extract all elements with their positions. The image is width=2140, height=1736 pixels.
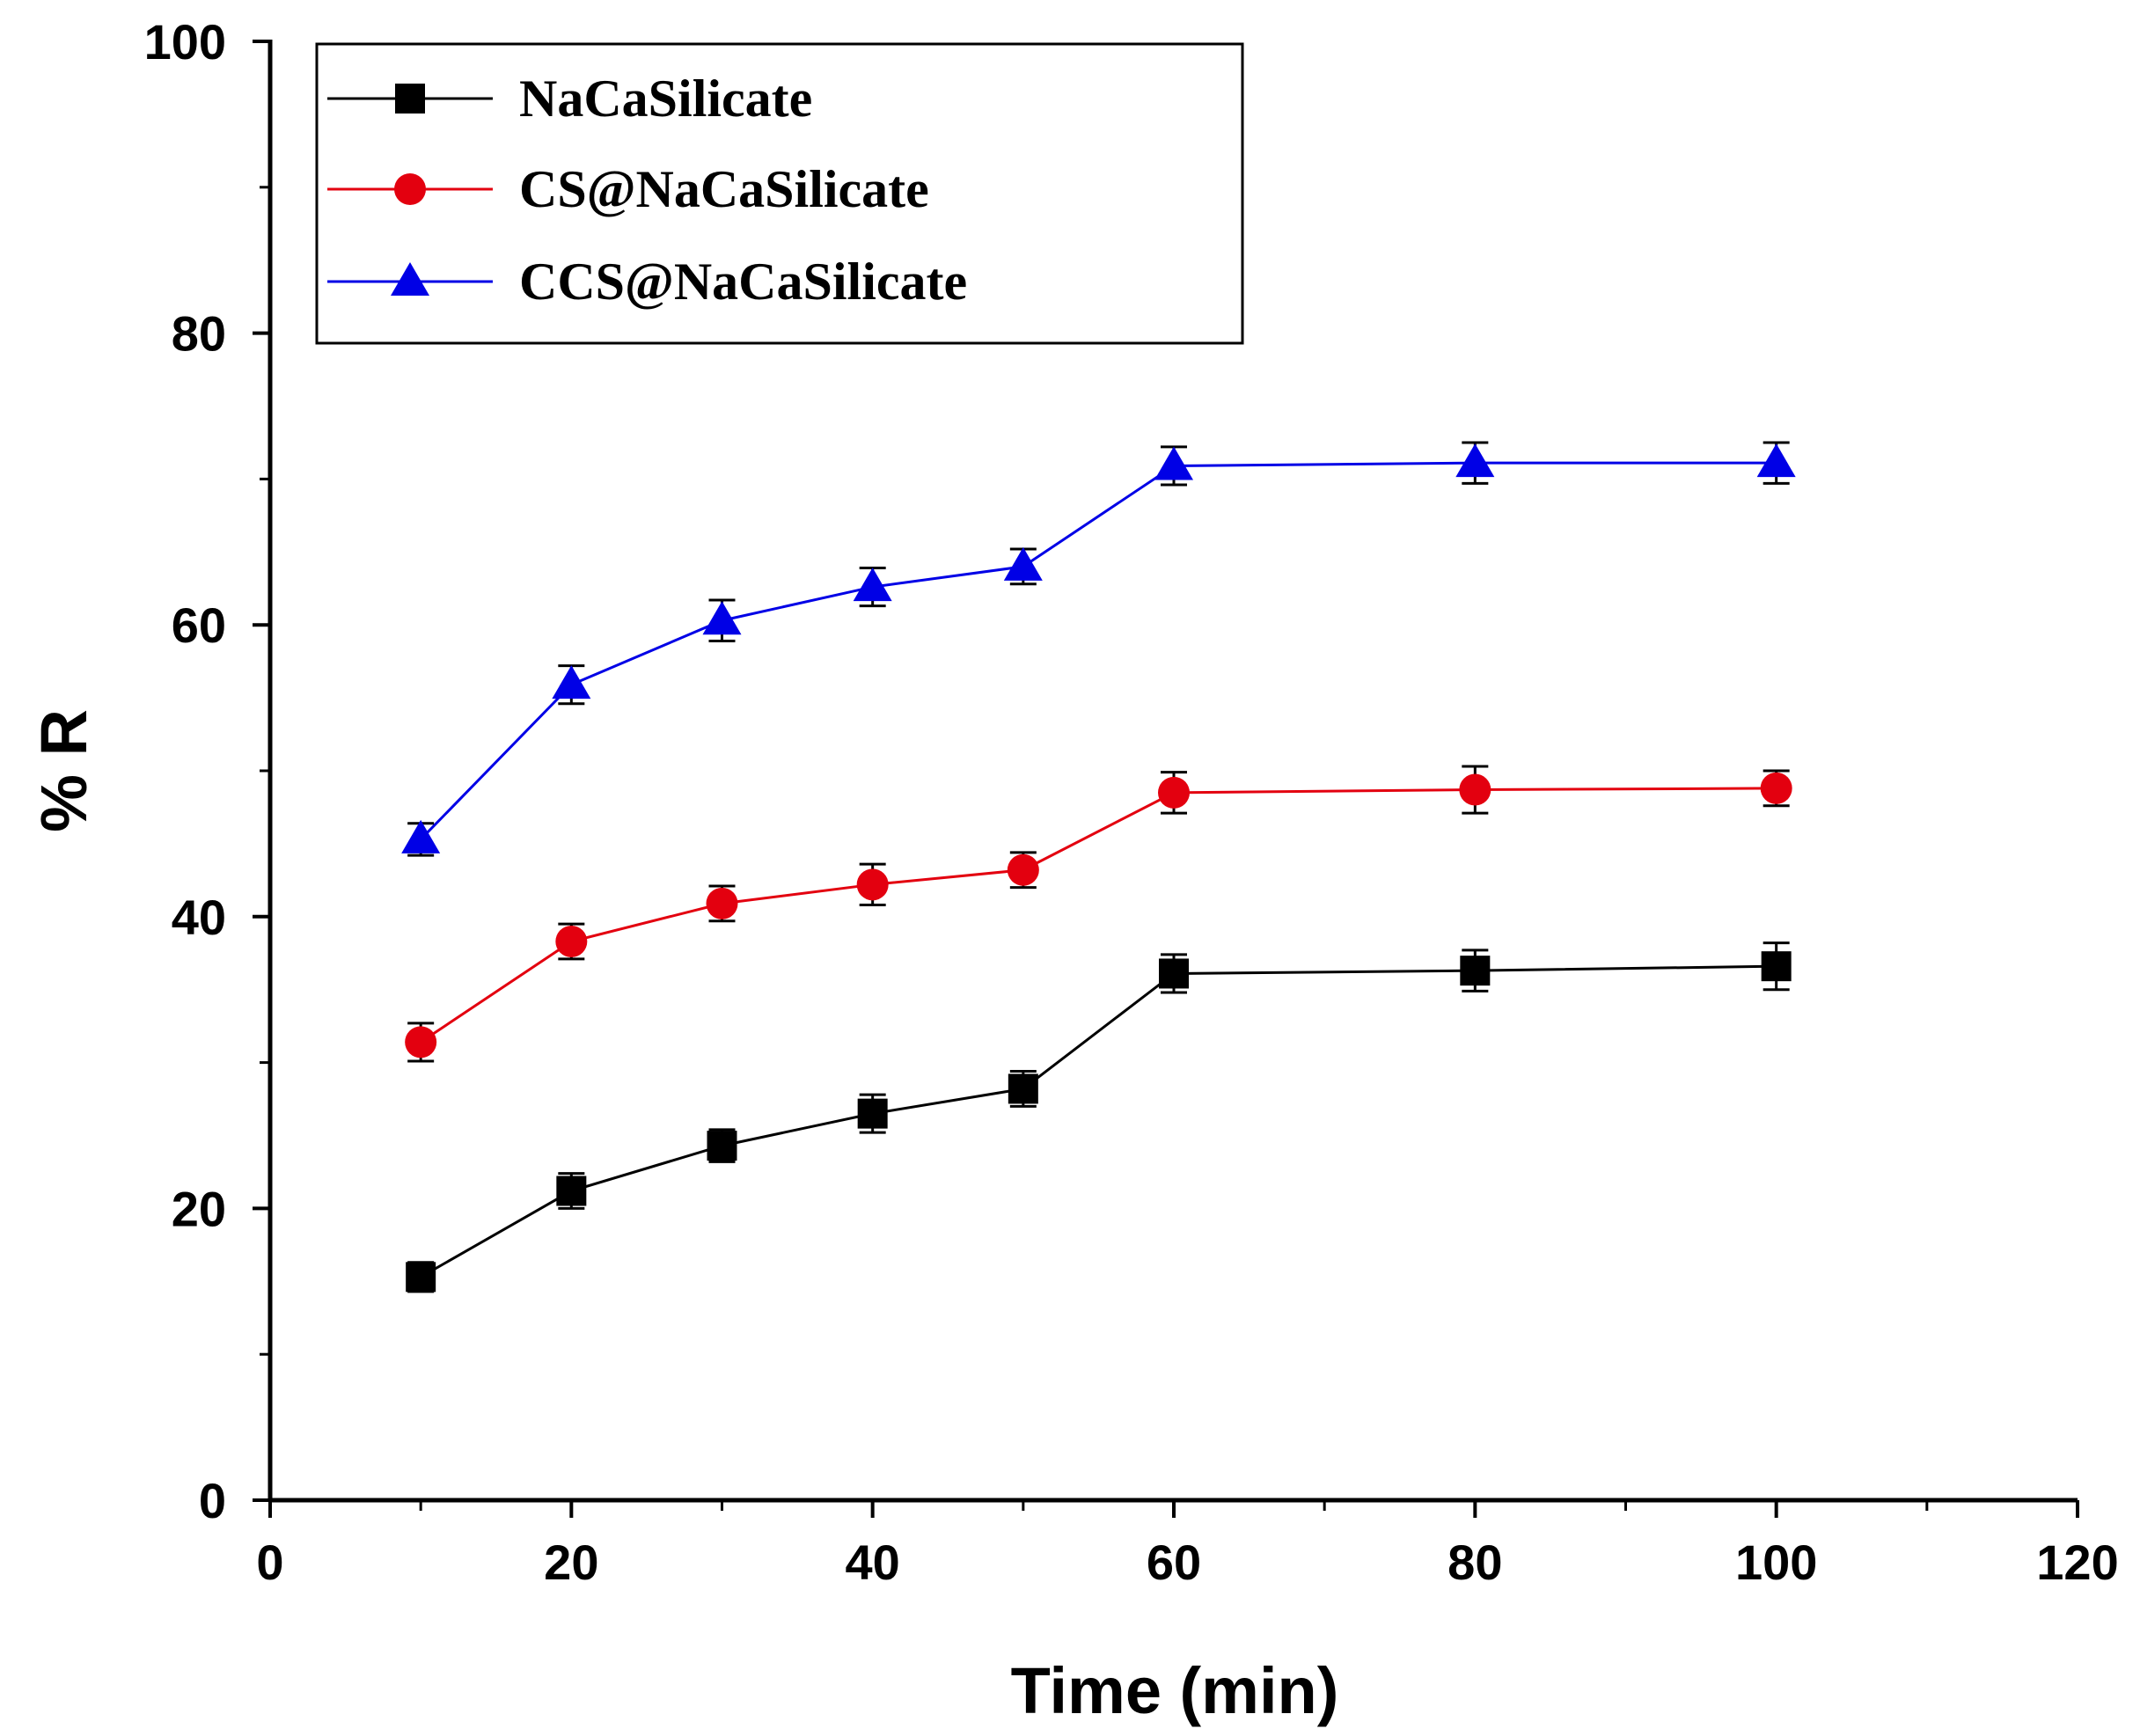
y-tick-label: 0	[199, 1473, 226, 1528]
data-point	[1455, 443, 1495, 478]
y-tick-label: 60	[172, 597, 226, 653]
legend-marker	[391, 262, 429, 296]
data-point	[1154, 446, 1193, 480]
x-axis-title: Time (min)	[1011, 1654, 1339, 1727]
data-point	[1003, 546, 1043, 581]
data-point	[1007, 853, 1039, 886]
x-tick-label: 100	[1735, 1535, 1817, 1590]
legend-marker	[394, 173, 426, 205]
data-point	[405, 1026, 437, 1058]
y-tick-label: 100	[144, 14, 226, 70]
data-point	[1760, 772, 1792, 804]
x-tick-label: 40	[846, 1535, 900, 1590]
data-point	[707, 1131, 737, 1161]
legend-label: CS@NaCaSilicate	[519, 160, 929, 218]
data-point	[1756, 443, 1796, 478]
series-circle	[405, 765, 1792, 1063]
data-point	[552, 665, 591, 700]
series-line	[420, 964, 1777, 1278]
data-point	[1008, 1073, 1038, 1104]
data-point	[1158, 776, 1190, 809]
x-tick-label: 0	[256, 1535, 283, 1590]
series-triangle	[401, 441, 1796, 857]
legend-label: CCS@NaCaSilicate	[519, 253, 967, 311]
legend: NaCaSilicate CS@NaCaSilicate CCS@NaCaSilic…	[315, 42, 1244, 345]
data-point	[702, 601, 742, 635]
data-point	[555, 925, 588, 957]
data-point	[1159, 958, 1189, 989]
data-point	[857, 1098, 888, 1129]
series-square	[406, 941, 1792, 1293]
series-line	[420, 461, 1777, 840]
x-tick-label: 120	[2036, 1535, 2118, 1590]
data-point	[556, 1176, 587, 1206]
legend-label: NaCaSilicate	[519, 70, 812, 128]
data-point	[706, 887, 738, 919]
data-point	[1459, 773, 1491, 806]
x-tick-label: 60	[1147, 1535, 1201, 1590]
y-tick-label: 80	[172, 306, 226, 362]
data-point	[1761, 951, 1792, 982]
x-tick-label: 20	[544, 1535, 598, 1590]
axes: 0 20 40 60 80 100 120 0 20 40 60 80 100	[144, 14, 2119, 1590]
data-point	[1460, 956, 1491, 986]
data-point	[856, 868, 889, 901]
series-line	[420, 787, 1777, 1044]
data-point	[401, 819, 441, 853]
x-ticks: 0 20 40 60 80 100 120	[256, 1500, 2119, 1590]
x-tick-label: 80	[1447, 1535, 1502, 1590]
data-point	[406, 1262, 436, 1293]
y-tick-label: 20	[172, 1181, 226, 1236]
legend-marker	[395, 84, 425, 114]
legend-box	[315, 42, 1244, 345]
plot-area	[401, 441, 1796, 1293]
y-tick-label: 40	[172, 890, 226, 945]
y-ticks: 0 20 40 60 80 100	[144, 14, 270, 1528]
y-axis-title: % R	[27, 709, 100, 832]
data-point	[853, 568, 892, 602]
